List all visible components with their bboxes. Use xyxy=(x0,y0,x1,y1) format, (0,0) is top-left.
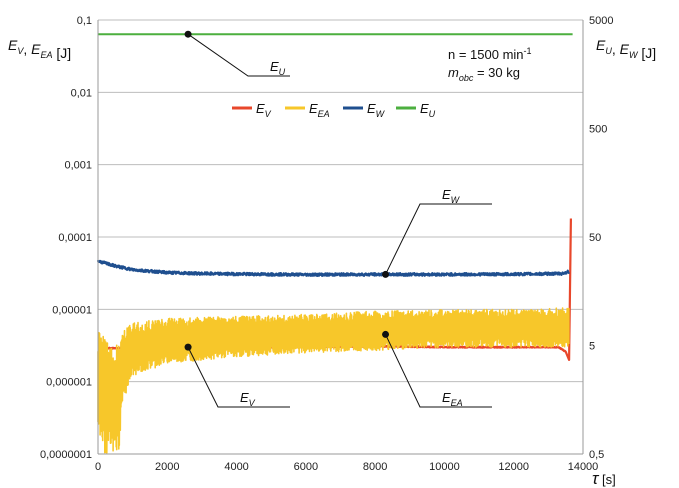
x-tick-label: 6000 xyxy=(294,461,318,473)
callout-label: EV xyxy=(240,390,256,408)
y-right-tick-label: 5 xyxy=(589,341,595,353)
series-EW xyxy=(96,259,570,277)
callout-dot xyxy=(382,270,390,278)
callout-dot xyxy=(382,330,390,338)
y-left-axis-label: EV, EEA [J] xyxy=(8,37,71,61)
y-right-tick-label: 50 xyxy=(589,232,601,244)
callout-leader xyxy=(187,346,290,408)
callout-EU: EU xyxy=(184,30,290,77)
y-left-tick-label: 0,0000001 xyxy=(40,449,92,461)
y-right-tick-label: 5000 xyxy=(589,15,613,27)
legend-item-EV: EV xyxy=(232,101,272,119)
x-tick-label: 12000 xyxy=(498,461,529,473)
grid-layer xyxy=(98,19,583,455)
y-right-tick-label: 500 xyxy=(589,124,607,136)
legend-label: EV xyxy=(256,101,272,119)
label-layer: EV, EEA [J] EU, EW [J] τ [s] n = 1500 min-1… xyxy=(8,30,656,488)
callout-leader xyxy=(385,203,492,275)
series-line-EW xyxy=(96,259,570,277)
mass-condition: mobc = 30 kg xyxy=(448,65,520,83)
y-left-tick-label: 0,001 xyxy=(64,160,92,172)
series-EEA xyxy=(97,307,570,454)
legend-item-EW: EW xyxy=(343,101,386,119)
callout-EEA: EEA xyxy=(382,330,492,408)
legend-label: EU xyxy=(420,101,436,119)
x-tick-label: 4000 xyxy=(224,461,248,473)
x-tick-label: 0 xyxy=(95,461,101,473)
x-tick-label: 14000 xyxy=(568,461,599,473)
callout-label: EEA xyxy=(442,390,463,408)
legend-label: EW xyxy=(367,101,386,119)
y-right-axis-label: EU, EW [J] xyxy=(596,37,656,61)
x-tick-label: 2000 xyxy=(155,461,179,473)
callout-leader xyxy=(187,33,290,77)
axis-layer: 0,1 0,01 0,001 0,0001 0,00001 0,000001 0,00000… xyxy=(40,15,613,473)
y-left-tick-label: 0,00001 xyxy=(52,304,92,316)
callout-label: EU xyxy=(270,59,286,77)
series-layer xyxy=(96,33,573,454)
series-line-EEA xyxy=(97,307,570,454)
callout-EW: EW xyxy=(382,187,492,278)
legend-label: EEA xyxy=(309,101,330,119)
y-left-tick-label: 0,0001 xyxy=(58,232,92,244)
y-left-tick-label: 0,1 xyxy=(77,15,92,27)
callout-dot xyxy=(184,30,192,38)
callout-dot xyxy=(184,343,192,351)
x-tick-label: 8000 xyxy=(363,461,387,473)
legend-item-EU: EU xyxy=(396,101,436,119)
y-right-tick-label: 0,5 xyxy=(589,449,604,461)
callout-label: EW xyxy=(442,187,461,205)
x-axis-label: τ [s] xyxy=(592,469,616,488)
callout-leader xyxy=(385,334,492,408)
legend-item-EEA: EEA xyxy=(285,101,330,119)
speed-condition: n = 1500 min-1 xyxy=(448,46,532,62)
callout-EV: EV xyxy=(184,343,290,408)
y-left-tick-label: 0,000001 xyxy=(46,377,92,389)
x-tick-label: 10000 xyxy=(429,461,460,473)
y-left-tick-label: 0,01 xyxy=(71,87,92,99)
